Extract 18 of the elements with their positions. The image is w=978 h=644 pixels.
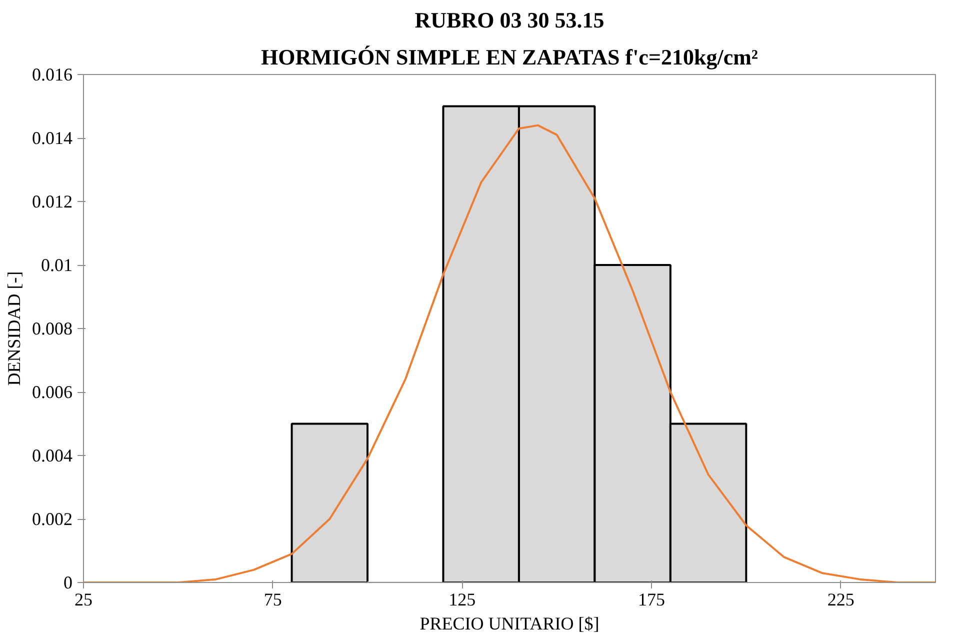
chart-subtitle: HORMIGÓN SIMPLE EN ZAPATAS f'c=210kg/cm² <box>260 44 758 70</box>
x-tick-label: 225 <box>827 590 854 610</box>
x-axis-title: PRECIO UNITARIO [$] <box>420 614 600 634</box>
x-tick-label: 75 <box>264 590 282 610</box>
y-tick-label: 0.012 <box>32 192 72 212</box>
y-tick-label: 0.014 <box>32 128 72 148</box>
y-axis-title: DENSIDAD [-] <box>4 271 24 386</box>
x-tick-label: 125 <box>448 590 476 610</box>
y-tick-label: 0.006 <box>32 382 72 402</box>
x-tick-label: 25 <box>74 590 92 610</box>
y-tick-label: 0.008 <box>32 318 72 338</box>
y-tick-label: 0.004 <box>32 446 72 466</box>
y-tick-label: 0.01 <box>41 255 72 275</box>
chart-title: RUBRO 03 30 53.15 <box>414 8 604 32</box>
x-tick-label: 175 <box>638 590 665 610</box>
y-tick-label: 0 <box>64 572 72 592</box>
y-tick-label: 0.016 <box>32 64 72 84</box>
y-tick-label: 0.002 <box>32 509 72 529</box>
